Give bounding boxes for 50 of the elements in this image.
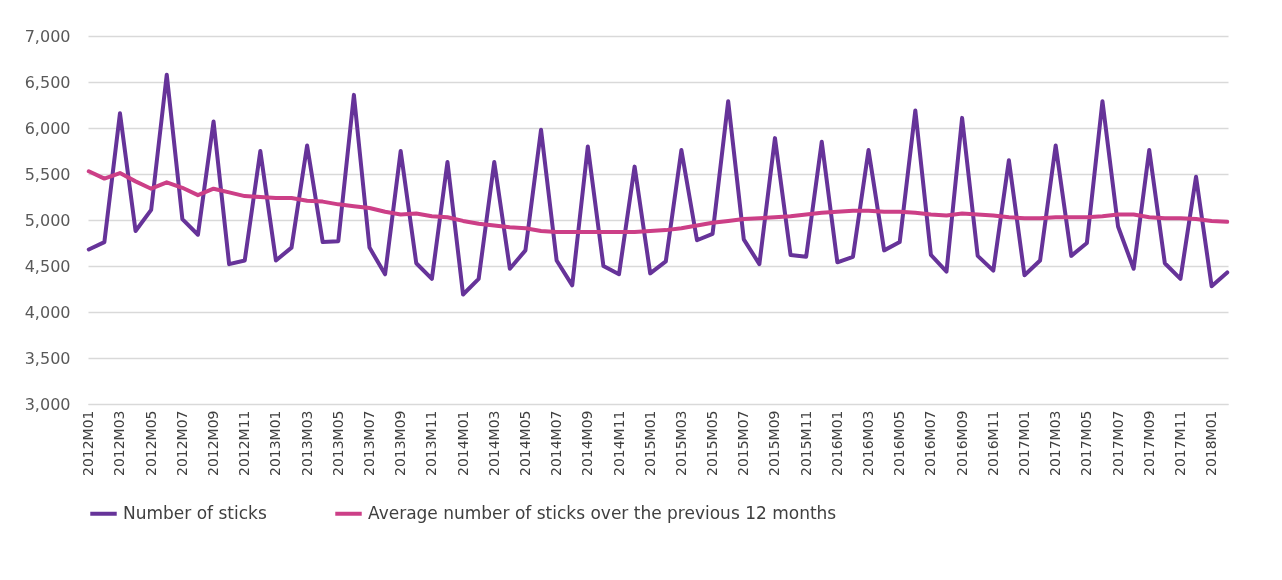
- y-tick-label: 6,500: [24, 72, 71, 92]
- x-tick-label: 2012M01: [80, 410, 97, 477]
- x-tick-label: 2017M07: [1109, 410, 1126, 477]
- x-tick-label: 2013M07: [360, 410, 377, 477]
- x-tick-label: 2015M11: [797, 410, 814, 477]
- line-series: [86, 72, 1230, 297]
- y-tick-label: 4,000: [24, 302, 71, 322]
- x-tick-label: 2013M01: [267, 410, 284, 477]
- y-tick-label: 6,000: [24, 118, 71, 138]
- x-tick-label: 2013M09: [392, 410, 409, 477]
- y-tick-label: 3,000: [24, 394, 71, 414]
- x-tick-label: 2015M05: [704, 410, 721, 477]
- x-tick-label: 2016M01: [828, 410, 845, 477]
- x-tick-label: 2014M09: [579, 410, 596, 477]
- x-tick-label: 2012M05: [142, 410, 159, 477]
- x-tick-label: 2014M07: [548, 410, 565, 477]
- x-tick-label: 2017M03: [1047, 410, 1064, 477]
- x-tick-label: 2015M09: [766, 410, 783, 477]
- x-tick-label: 2014M05: [516, 410, 533, 477]
- x-tick-label: 2015M07: [735, 410, 752, 477]
- y-tick-label: 5,000: [24, 210, 71, 230]
- y-tick-label: 4,500: [24, 256, 71, 276]
- x-tick-label: 2016M11: [984, 410, 1001, 477]
- y-tick-label: 3,500: [24, 348, 71, 368]
- x-tick-label: 2012M07: [173, 410, 190, 477]
- legend-label: Average number of sticks over the previous 12 months: [368, 502, 837, 523]
- x-tick-label: 2012M09: [205, 410, 222, 477]
- x-tick-label: 2013M11: [423, 410, 440, 477]
- line-series: [86, 169, 1230, 234]
- x-tick-label: 2015M01: [641, 410, 658, 477]
- x-tick-label: 2014M11: [610, 410, 627, 477]
- x-tick-label: 2017M05: [1078, 410, 1095, 477]
- x-tick-label: 2016M05: [891, 410, 908, 477]
- x-tick-label: 2012M11: [236, 410, 253, 477]
- y-tick-label: 5,500: [24, 164, 71, 184]
- y-tick-label: 7,000: [24, 26, 71, 46]
- x-tick-label: 2014M03: [485, 410, 502, 477]
- x-tick-label: 2015M03: [672, 410, 689, 477]
- x-tick-label: 2012M03: [111, 410, 128, 477]
- x-tick-label: 2017M09: [1140, 410, 1157, 477]
- x-tick-label: 2014M01: [454, 410, 471, 477]
- x-tick-label: 2013M05: [329, 410, 346, 477]
- x-tick-label: 2017M11: [1171, 410, 1188, 477]
- legend-label: Number of sticks: [123, 502, 267, 523]
- x-tick-label: 2013M03: [298, 410, 315, 477]
- x-tick-label: 2016M07: [922, 410, 939, 477]
- x-tick-label: 2016M09: [953, 410, 970, 477]
- x-tick-label: 2017M01: [1015, 410, 1032, 477]
- x-tick-label: 2018M01: [1203, 410, 1220, 477]
- x-tick-label: 2016M03: [860, 410, 877, 477]
